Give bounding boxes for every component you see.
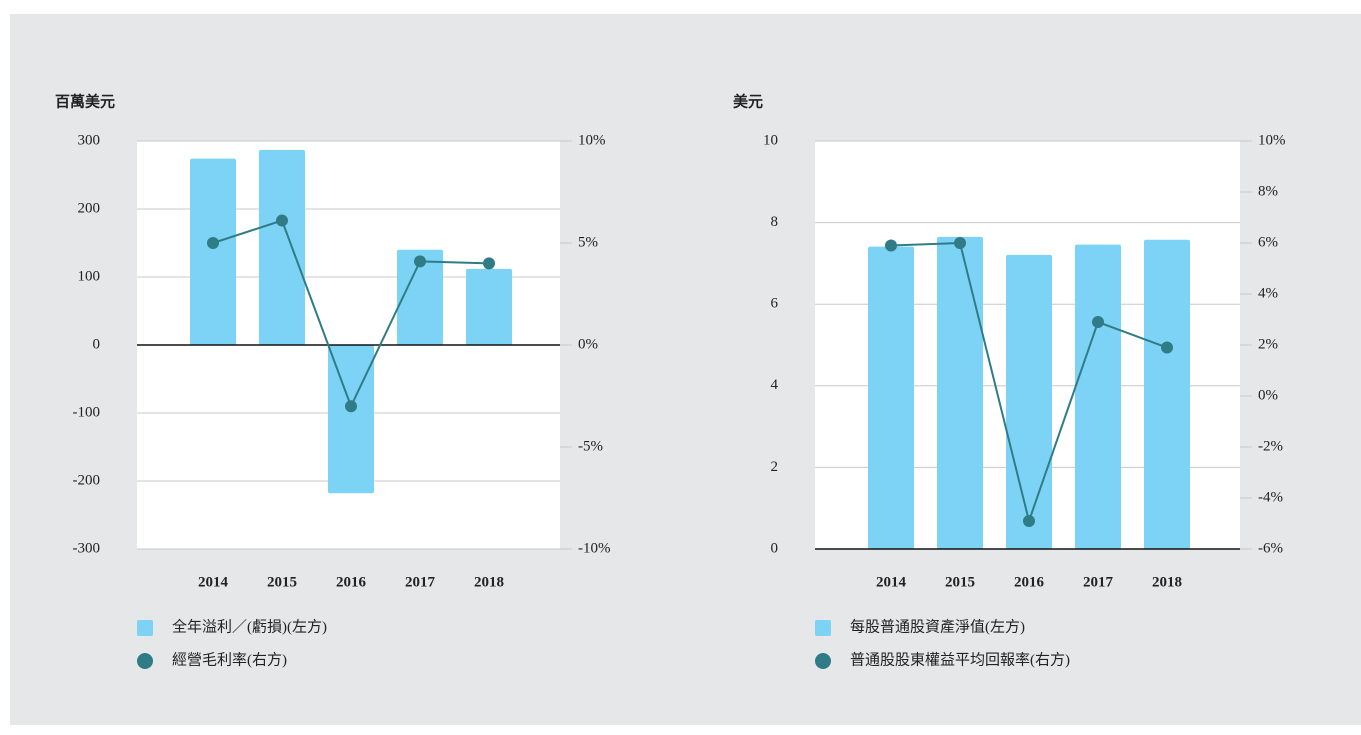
- bar: [466, 268, 512, 345]
- legend-swatch: [137, 653, 153, 669]
- bar: [937, 236, 983, 549]
- bar: [868, 246, 914, 549]
- y-tick-label: 100: [78, 268, 101, 284]
- y2-tick-label: -2%: [1258, 438, 1283, 454]
- marker: [954, 237, 966, 249]
- bar: [397, 249, 443, 345]
- legend-label: 全年溢利／(虧損)(左方): [172, 617, 327, 635]
- legend-label: 經營毛利率(右方): [172, 651, 287, 668]
- y-tick-label: 4: [771, 377, 779, 393]
- y2-tick-label: -5%: [578, 438, 603, 454]
- y2-tick-label: 2%: [1258, 336, 1278, 352]
- y-tick-label: 2: [771, 459, 779, 475]
- x-tick-label: 2016: [1014, 574, 1045, 590]
- x-tick-label: 2018: [1152, 574, 1182, 590]
- y-tick-label: 8: [771, 214, 779, 230]
- y-tick-label: 0: [771, 540, 779, 556]
- y2-tick-label: 10%: [578, 132, 606, 148]
- y2-tick-label: -10%: [578, 540, 611, 556]
- y-tick-label: 0: [93, 336, 101, 352]
- marker: [885, 239, 897, 252]
- marker: [414, 255, 426, 268]
- marker: [1161, 341, 1173, 354]
- y-axis-title: 美元: [733, 92, 763, 110]
- legend-label: 每股普通股資產淨值(左方): [850, 618, 1025, 635]
- y2-tick-label: 0%: [1258, 387, 1278, 403]
- y2-tick-label: 10%: [1258, 132, 1286, 148]
- y2-tick-label: 0%: [578, 336, 598, 352]
- y-tick-label: 10: [763, 132, 778, 148]
- legend-swatch: [137, 620, 153, 636]
- x-tick-label: 2014: [198, 574, 229, 590]
- y-tick-label: -100: [73, 404, 101, 420]
- marker: [1023, 514, 1035, 527]
- marker: [276, 214, 288, 227]
- y-axis-title: 百萬美元: [55, 92, 115, 110]
- y-tick-label: 200: [78, 200, 101, 216]
- y-tick-label: 300: [78, 132, 101, 148]
- y2-tick-label: -4%: [1258, 489, 1283, 505]
- x-tick-label: 2018: [474, 574, 504, 590]
- y-tick-label: -200: [73, 472, 101, 488]
- y2-tick-label: 5%: [578, 234, 598, 250]
- y-tick-label: 6: [771, 296, 779, 312]
- legend-swatch: [815, 620, 831, 636]
- marker: [345, 400, 357, 413]
- bar: [1075, 244, 1121, 549]
- y2-tick-label: 4%: [1258, 285, 1278, 301]
- x-tick-label: 2015: [267, 574, 297, 590]
- x-tick-label: 2015: [945, 574, 975, 590]
- bar: [328, 345, 374, 494]
- x-tick-label: 2016: [336, 574, 367, 590]
- y-tick-label: -300: [73, 540, 101, 556]
- marker: [207, 237, 219, 249]
- y2-tick-label: 6%: [1258, 234, 1278, 250]
- x-tick-label: 2017: [1083, 574, 1114, 590]
- legend-label: 普通股股東權益平均回報率(右方): [850, 651, 1070, 668]
- x-tick-label: 2014: [876, 574, 907, 590]
- marker: [483, 257, 495, 270]
- bar: [1006, 254, 1052, 549]
- y2-tick-label: 8%: [1258, 183, 1278, 199]
- marker: [1092, 316, 1104, 329]
- y2-tick-label: -6%: [1258, 540, 1283, 556]
- bar: [259, 149, 305, 345]
- x-tick-label: 2017: [405, 574, 436, 590]
- legend-swatch: [815, 653, 831, 669]
- bar: [1144, 239, 1190, 549]
- bar: [190, 158, 236, 345]
